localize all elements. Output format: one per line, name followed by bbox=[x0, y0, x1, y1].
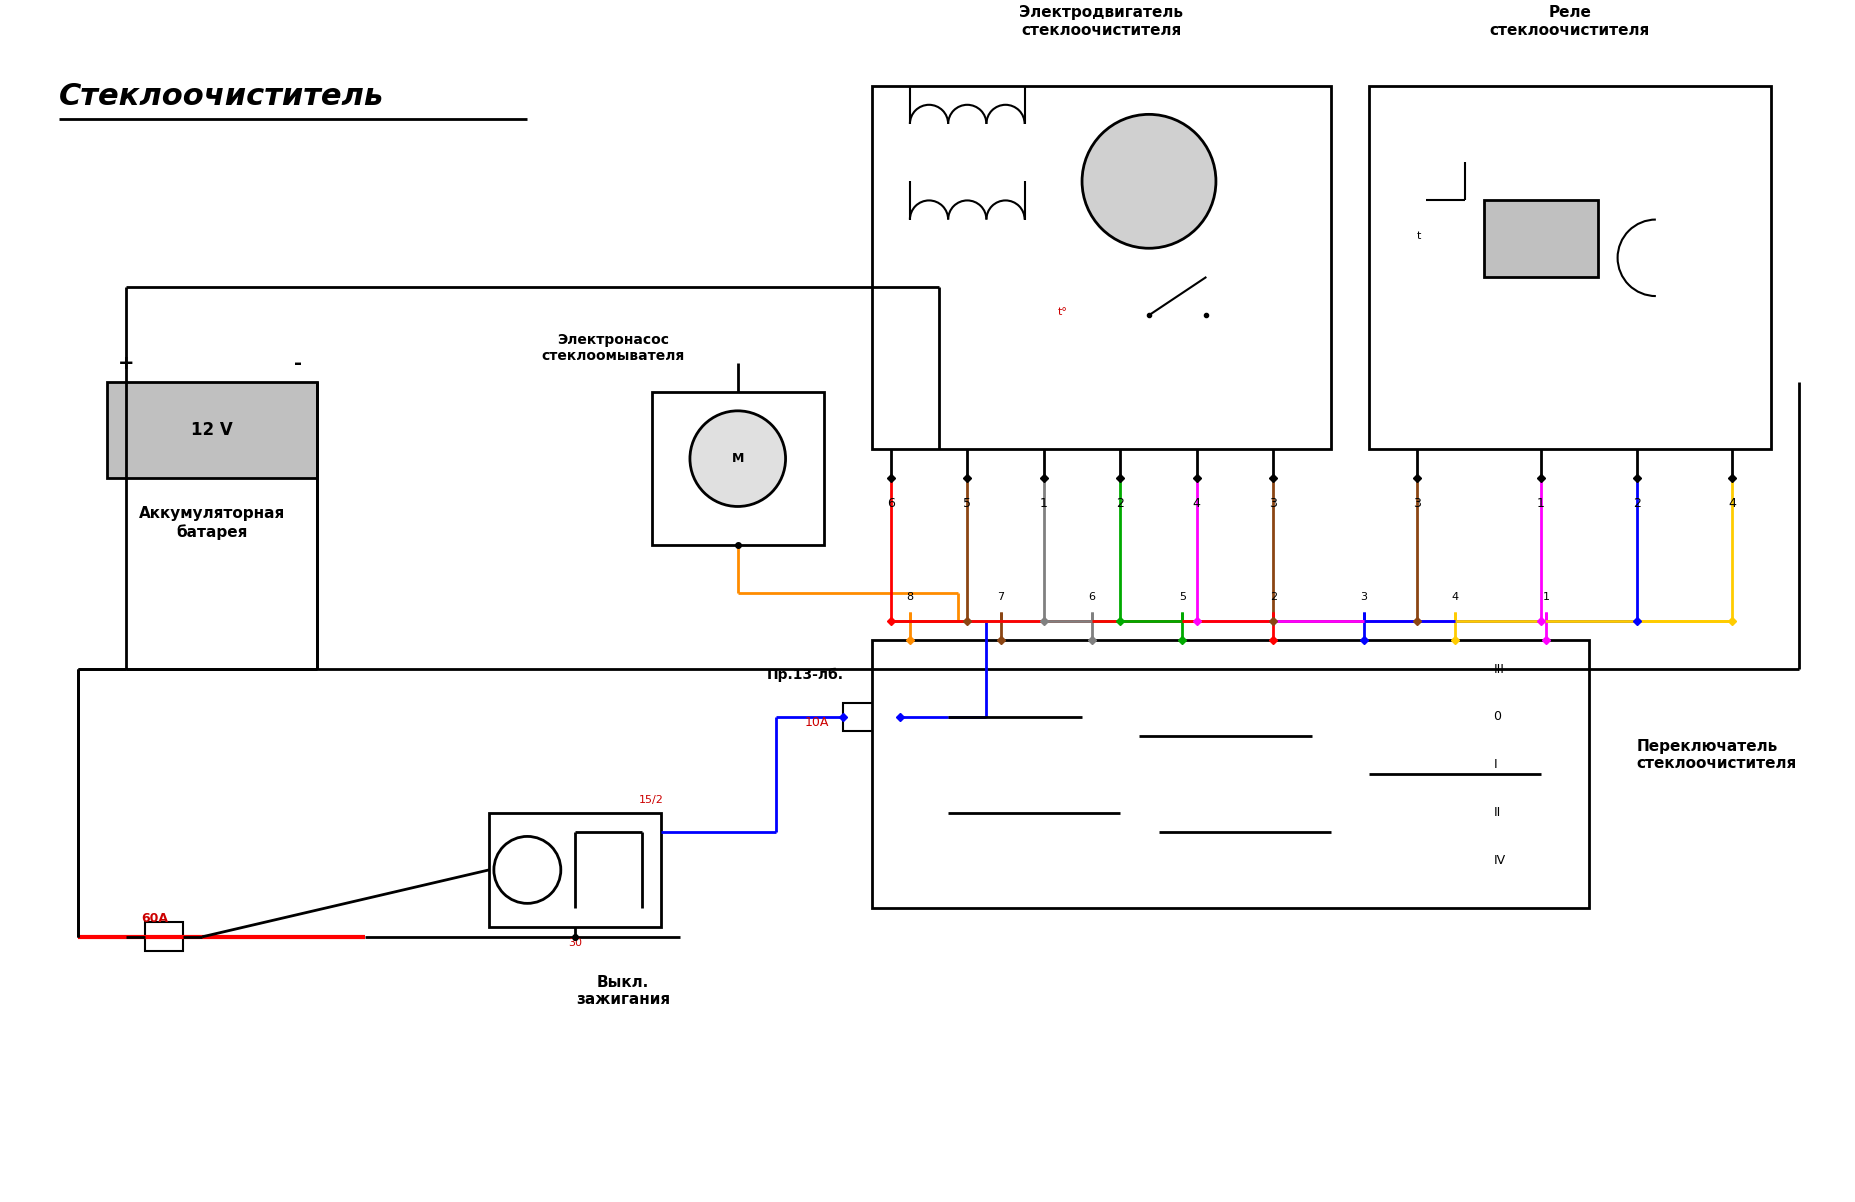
Bar bbox=[1484, 201, 1599, 276]
Text: t: t bbox=[1417, 231, 1421, 240]
Text: 4: 4 bbox=[1729, 496, 1736, 510]
Text: Электронасос
стеклоомывателя: Электронасос стеклоомывателя bbox=[542, 333, 684, 363]
Text: 0: 0 bbox=[1493, 710, 1501, 724]
Text: t°: t° bbox=[1057, 308, 1068, 317]
Bar bbox=[1369, 85, 1772, 450]
Text: Реле
стеклоочистителя: Реле стеклоочистителя bbox=[1490, 6, 1649, 37]
Text: 15/2: 15/2 bbox=[640, 795, 664, 805]
Text: 12 V: 12 V bbox=[191, 421, 232, 439]
Text: IV: IV bbox=[1493, 853, 1506, 867]
Text: 2: 2 bbox=[1117, 496, 1124, 510]
Text: 7: 7 bbox=[998, 593, 1004, 602]
Text: M: M bbox=[731, 452, 744, 465]
Text: III: III bbox=[1493, 662, 1504, 676]
Circle shape bbox=[493, 837, 560, 904]
Text: 3: 3 bbox=[1362, 593, 1367, 602]
Text: 5: 5 bbox=[963, 496, 972, 510]
Text: 3: 3 bbox=[1269, 496, 1278, 510]
Text: 60А: 60А bbox=[141, 912, 167, 926]
Text: 3: 3 bbox=[1414, 496, 1421, 510]
Text: II: II bbox=[1493, 807, 1501, 819]
Text: Пр.13-лб.: Пр.13-лб. bbox=[766, 667, 844, 682]
Bar bbox=[842, 702, 900, 731]
Text: 2: 2 bbox=[1632, 496, 1640, 510]
Text: I: I bbox=[1493, 758, 1497, 772]
Bar bbox=[872, 641, 1590, 909]
Text: 30: 30 bbox=[568, 939, 582, 948]
Bar bbox=[145, 922, 184, 951]
Text: 2: 2 bbox=[1271, 593, 1276, 602]
Text: 5: 5 bbox=[1180, 593, 1185, 602]
Text: 1: 1 bbox=[1542, 593, 1549, 602]
Text: Переключатель
стеклоочистителя: Переключатель стеклоочистителя bbox=[1636, 739, 1797, 772]
Circle shape bbox=[690, 411, 785, 506]
Text: 4: 4 bbox=[1193, 496, 1200, 510]
Text: 6: 6 bbox=[1089, 593, 1094, 602]
Text: Аккумуляторная
батарея: Аккумуляторная батарея bbox=[139, 506, 286, 540]
Text: +: + bbox=[117, 353, 134, 373]
Bar bbox=[651, 392, 824, 545]
Text: 6: 6 bbox=[887, 496, 894, 510]
Bar bbox=[490, 813, 660, 927]
Text: -: - bbox=[293, 353, 302, 373]
Text: 10А: 10А bbox=[805, 716, 829, 730]
Text: Стеклоочиститель: Стеклоочиститель bbox=[59, 82, 384, 111]
Bar bbox=[106, 382, 317, 477]
Text: Электродвигатель
стеклоочистителя: Электродвигатель стеклоочистителя bbox=[1018, 6, 1183, 37]
Text: Выкл.
зажигания: Выкл. зажигания bbox=[575, 975, 670, 1007]
Text: 4: 4 bbox=[1451, 593, 1458, 602]
Text: 8: 8 bbox=[907, 593, 913, 602]
Text: 1: 1 bbox=[1041, 496, 1048, 510]
Bar bbox=[872, 85, 1330, 450]
Text: 1: 1 bbox=[1538, 496, 1545, 510]
Circle shape bbox=[1081, 114, 1215, 249]
